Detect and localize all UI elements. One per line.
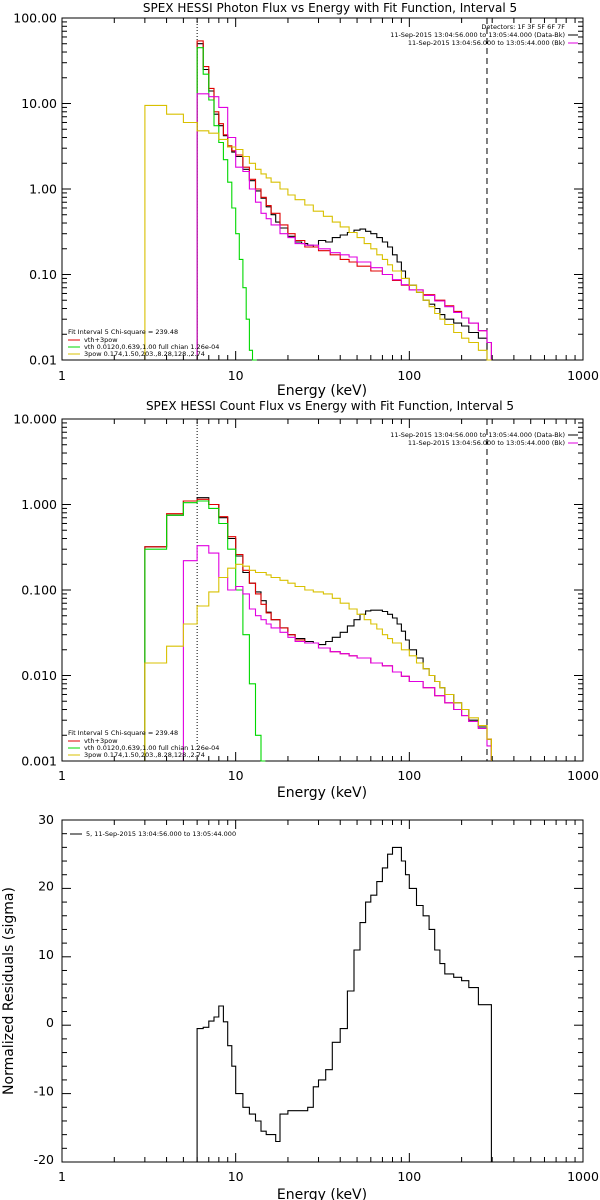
count-flux-legend-left: Fit Interval 5 Chi-square = 239.48 vth+3… [68, 729, 219, 759]
photon-flux-ytick-1: 0.10 [29, 267, 57, 282]
photon-flux-ytick-2: 1.00 [29, 182, 57, 197]
photon-flux-legend-bk: 11-Sep-2015 13:04:56.000 to 13:05:44.000… [408, 39, 565, 47]
count-flux-legend-data: 11-Sep-2015 13:04:56.000 to 13:05:44.000… [390, 431, 565, 439]
residuals-xtick-1000: 1000 [567, 1169, 599, 1184]
photon-flux-legend-left: Fit Interval 5 Chi-square = 239.48 vth+3… [68, 328, 219, 358]
count-flux-legend-fit: Fit Interval 5 Chi-square = 239.48 [68, 729, 178, 737]
count-flux-series-vth [144, 500, 266, 762]
count-flux-ytick-3: 1.000 [21, 497, 57, 512]
photon-flux-xtick-10: 10 [228, 368, 244, 383]
photon-flux-xtick-100: 100 [397, 368, 421, 383]
photon-flux-marks [144, 18, 492, 361]
residuals-ytick-4: 20 [38, 878, 54, 893]
residuals-ticks [61, 819, 583, 1163]
photon-flux-xlabel: Energy (keV) [277, 383, 367, 399]
count-flux-title: SPEX HESSI Count Flux vs Energy with Fit… [146, 399, 514, 413]
count-flux-series-bk [144, 563, 492, 761]
residuals-xtick-100: 100 [397, 1169, 421, 1184]
count-flux-marks [144, 419, 492, 762]
residuals-legend-label: 5, 11-Sep-2015 13:04:56.000 to 13:05:44.… [86, 830, 236, 838]
photon-flux-legend-vth: vth 0.0120,0.639,1.00 full chian 1.26e-0… [84, 343, 219, 351]
photon-flux-legend-right: Detectors: 1F 3F 5F 6F 7F 11-Sep-2015 13… [390, 23, 578, 47]
residuals-xtick-10: 10 [228, 1169, 244, 1184]
photon-flux-legend-total: vth+3pow [84, 336, 118, 344]
count-flux-xtick-1: 1 [58, 768, 66, 783]
residuals-ytick-5: 30 [38, 812, 54, 827]
residuals-ytick-3: 10 [38, 947, 54, 962]
residuals-xtick-1: 1 [58, 1169, 66, 1184]
photon-flux-xtick-1000: 1000 [567, 368, 599, 383]
photon-flux-legend-3pow: 3pow 0.174,1.50,203.,8.28,128.,2.74 [84, 350, 205, 358]
panel-photon-flux: SPEX HESSI Photon Flux vs Energy with Fi… [13, 1, 599, 399]
panel-residuals: 1 10 100 1000 -20 -10 0 10 20 30 Normali… [1, 812, 599, 1200]
count-flux-legend-total: vth+3pow [84, 737, 118, 745]
panel-count-flux: SPEX HESSI Count Flux vs Energy with Fit… [13, 399, 599, 801]
photon-flux-ytick-0: 0.01 [29, 353, 57, 368]
count-flux-legend-3pow: 3pow 0.174,1.50,203.,8.28,128.,2.74 [84, 751, 205, 759]
photon-flux-ytick-3: 10.00 [21, 96, 57, 111]
residuals-marks [196, 846, 492, 1162]
count-flux-ytick-4: 10.000 [13, 412, 57, 427]
photon-flux-ytick-4: 100.00 [13, 11, 57, 26]
residuals-legend: 5, 11-Sep-2015 13:04:56.000 to 13:05:44.… [70, 830, 236, 838]
count-flux-ticks [61, 419, 583, 762]
photon-flux-title: SPEX HESSI Photon Flux vs Energy with Fi… [143, 1, 517, 15]
count-flux-legend-bk: 11-Sep-2015 13:04:56.000 to 13:05:44.000… [408, 439, 565, 447]
photon-flux-ticks [61, 18, 583, 361]
count-flux-series-3pow [182, 545, 492, 761]
residuals-ytick-0: -20 [34, 1152, 54, 1167]
residuals-plot-frame [61, 819, 584, 1163]
count-flux-xtick-100: 100 [397, 768, 421, 783]
photon-flux-legend-detectors: Detectors: 1F 3F 5F 6F 7F [481, 23, 565, 31]
photon-flux-legend-data: 11-Sep-2015 13:04:56.000 to 13:05:44.000… [390, 31, 565, 39]
residuals-ytick-2: 0 [46, 1015, 54, 1030]
photon-flux-series-3pow [196, 93, 492, 360]
count-flux-legend-right: 11-Sep-2015 13:04:56.000 to 13:05:44.000… [390, 431, 578, 447]
count-flux-ytick-1: 0.010 [21, 668, 57, 683]
residuals-ylabel: Normalized Residuals (sigma) [1, 887, 17, 1095]
count-flux-xlabel: Energy (keV) [277, 785, 367, 801]
residuals-xlabel: Energy (keV) [277, 1187, 367, 1200]
count-flux-ytick-2: 0.100 [21, 583, 57, 598]
photon-flux-series-bk [144, 104, 492, 361]
residuals-ytick-1: -10 [34, 1084, 54, 1099]
photon-flux-xtick-1: 1 [58, 368, 66, 383]
photon-flux-legend-fit: Fit Interval 5 Chi-square = 239.48 [68, 328, 178, 336]
photon-flux-series-vth [196, 47, 257, 361]
residuals-series-5-11-sep-2015-13-04-56-000-to-13-05-44-000 [196, 846, 492, 1162]
count-flux-legend-vth: vth 0.0120,0.639,1.00 full chian 1.26e-0… [84, 744, 219, 752]
count-flux-xtick-1000: 1000 [567, 768, 599, 783]
count-flux-ytick-0: 0.001 [21, 754, 57, 769]
count-flux-xtick-10: 10 [228, 768, 244, 783]
